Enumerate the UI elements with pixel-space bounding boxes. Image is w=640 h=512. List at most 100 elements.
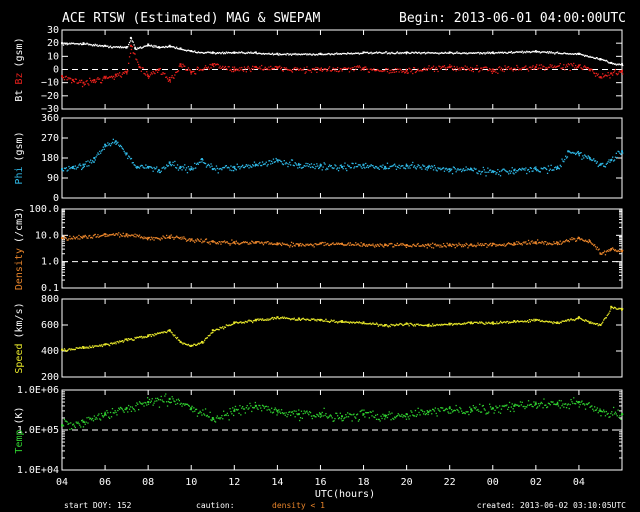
data-point [207,335,209,337]
data-point [106,145,108,147]
data-point [309,69,312,71]
data-point [559,407,561,409]
data-point [167,80,170,82]
data-point [175,336,177,339]
data-point [368,243,370,246]
data-point [462,412,465,414]
data-point [411,69,413,71]
data-point [571,64,573,66]
data-point [426,410,428,412]
data-point [89,234,91,237]
data-point [203,341,205,343]
data-point [525,52,527,54]
data-point [363,166,365,168]
data-point [527,239,530,242]
data-point [460,168,462,170]
data-point [510,321,512,323]
data-point [582,239,584,241]
data-point [62,44,65,46]
data-point [487,167,489,169]
anchor-point [254,163,257,166]
data-point [91,79,94,82]
data-point [241,242,243,244]
data-point [617,64,619,66]
data-point [606,162,608,164]
data-point [465,166,467,168]
data-point [107,234,109,236]
data-point [242,241,245,243]
data-point [162,46,164,48]
data-point [442,246,444,248]
data-point [342,244,344,246]
data-point [123,46,125,48]
data-point [581,318,583,321]
anchor-point [190,71,193,74]
data-point [388,52,390,54]
data-point [128,56,131,58]
data-point [609,62,611,64]
data-point [594,72,596,75]
data-point [76,43,78,45]
data-point [211,165,213,167]
data-point [144,401,146,404]
data-point [112,342,114,344]
data-point [546,406,549,408]
data-point [618,307,620,309]
data-point [261,64,263,67]
data-point [206,164,208,167]
data-point [265,405,267,407]
data-point [90,81,93,83]
data-point [75,78,77,80]
data-point [166,237,169,239]
data-point [136,167,138,169]
data-point [524,66,526,68]
data-point [437,70,439,73]
data-point [79,163,81,165]
data-point [544,404,546,406]
anchor-point [82,420,85,423]
data-point [603,409,605,411]
data-point [554,403,556,405]
data-point [399,415,401,417]
data-point [228,167,230,169]
data-point [130,157,133,160]
data-point [69,167,71,170]
data-point [295,410,297,412]
data-point [295,163,297,165]
data-point [518,69,520,71]
data-point [169,46,171,48]
data-point [400,52,402,55]
data-point [101,234,104,237]
data-point [299,166,301,168]
data-point [98,413,100,415]
data-point [82,166,85,168]
data-point [87,346,89,348]
data-point [268,52,270,54]
data-point [196,415,199,417]
data-point [113,78,115,80]
data-point [226,241,228,243]
data-point [322,320,324,322]
data-point [202,342,204,344]
data-point [225,68,227,70]
data-point [516,64,518,67]
anchor-point [211,240,214,243]
anchor-point [168,161,171,164]
data-point [561,320,563,322]
data-point [434,243,436,245]
data-point [317,414,319,416]
data-point [338,321,341,323]
data-point [278,409,280,411]
data-point [123,340,125,342]
data-point [193,51,195,53]
data-point [150,44,152,46]
data-point [607,161,609,163]
data-point [422,324,424,327]
data-point [275,53,277,55]
anchor-point [82,81,85,84]
data-point [134,164,136,167]
data-point [542,65,544,67]
data-point [469,406,471,408]
data-point [466,322,468,324]
